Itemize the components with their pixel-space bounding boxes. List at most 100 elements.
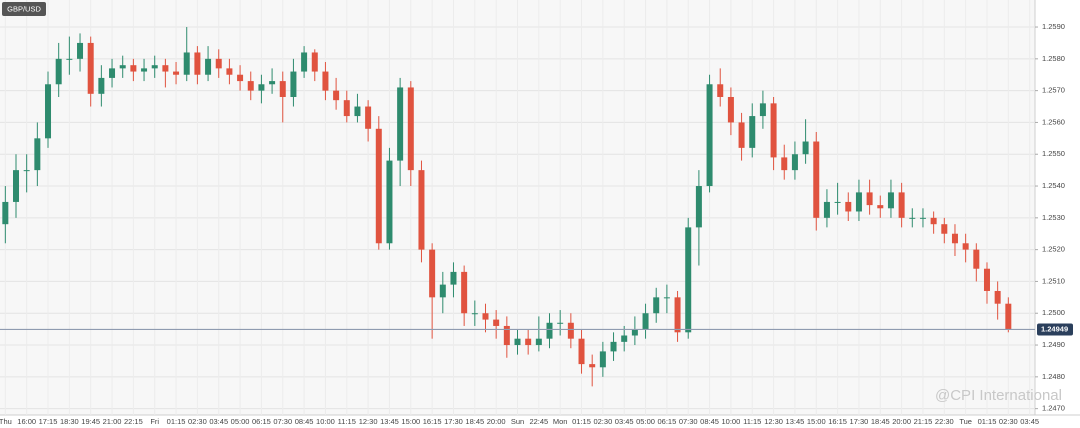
candle-body bbox=[34, 138, 41, 171]
x-tick-label: 16:00 bbox=[17, 417, 36, 426]
candle-body bbox=[290, 71, 297, 97]
y-tick-label: 1.2470 bbox=[1042, 404, 1065, 413]
candle-body bbox=[599, 351, 606, 368]
x-tick-label: 20:00 bbox=[487, 417, 506, 426]
x-tick-label: 10:00 bbox=[316, 417, 335, 426]
y-tick-label: 1.2500 bbox=[1042, 308, 1065, 317]
candle-body bbox=[322, 71, 329, 91]
symbol-label: GBP/USD bbox=[7, 4, 41, 13]
candle-body bbox=[1005, 303, 1012, 330]
candle-body bbox=[173, 71, 180, 75]
y-tick-label: 1.2480 bbox=[1042, 372, 1065, 381]
x-tick-label: 20:00 bbox=[892, 417, 911, 426]
candle-body bbox=[98, 77, 105, 94]
candle-body bbox=[269, 81, 276, 85]
candle-body bbox=[87, 42, 94, 94]
x-tick-label: 05:00 bbox=[231, 417, 250, 426]
candle-body bbox=[55, 58, 62, 85]
x-tick-label: 03:45 bbox=[209, 417, 228, 426]
x-tick-label: Sun bbox=[511, 417, 524, 426]
x-tick-label: 17:30 bbox=[850, 417, 869, 426]
candle-body bbox=[237, 74, 244, 82]
candle-body bbox=[397, 87, 404, 161]
candle-body bbox=[898, 192, 905, 218]
candle-body bbox=[247, 81, 254, 91]
candle-body bbox=[631, 329, 638, 336]
candle-body bbox=[205, 58, 212, 75]
x-tick-label: 06:15 bbox=[252, 417, 271, 426]
candle-body bbox=[535, 338, 542, 346]
candle-body bbox=[546, 322, 553, 339]
candle-body bbox=[749, 116, 756, 148]
axes: 1.2470 1.2480 1.2490 1.2500 1.2510 1.2520 1.25… bbox=[0, 22, 1073, 426]
candle-body bbox=[183, 52, 190, 75]
x-tick-label: 22:15 bbox=[124, 417, 143, 426]
y-tick-label: 1.2580 bbox=[1042, 54, 1065, 63]
x-tick-label: 06:15 bbox=[657, 417, 676, 426]
x-tick-label: 21:15 bbox=[914, 417, 933, 426]
candle-body bbox=[279, 81, 286, 97]
x-tick-label: 15:00 bbox=[401, 417, 420, 426]
watermark: @CPI International bbox=[935, 387, 1062, 404]
candle-body bbox=[695, 186, 702, 228]
candle-body bbox=[866, 192, 873, 206]
candle-body bbox=[855, 192, 862, 212]
x-tick-label: 17:30 bbox=[444, 417, 463, 426]
x-tick-label: 13:45 bbox=[380, 417, 399, 426]
x-tick-label: Thu bbox=[0, 417, 12, 426]
candle-body bbox=[407, 87, 414, 171]
x-tick-label: 02:30 bbox=[593, 417, 612, 426]
candle-body bbox=[439, 284, 446, 298]
candle-body bbox=[386, 160, 393, 244]
x-tick-label: 12:30 bbox=[764, 417, 783, 426]
candle-body bbox=[951, 233, 958, 244]
x-tick-label: 05:00 bbox=[636, 417, 655, 426]
candle-body bbox=[194, 52, 201, 75]
candle-body bbox=[983, 268, 990, 291]
candle-body bbox=[610, 341, 617, 352]
candle-body bbox=[66, 58, 73, 60]
candle-body bbox=[215, 58, 222, 69]
candle-body bbox=[162, 65, 169, 72]
x-tick-label: 18:45 bbox=[465, 417, 484, 426]
x-tick-label: 17:15 bbox=[39, 417, 58, 426]
candle-body bbox=[13, 170, 20, 202]
y-tick-label: 1.2570 bbox=[1042, 86, 1065, 95]
x-tick-label: 11:15 bbox=[338, 417, 356, 426]
candle-body bbox=[418, 170, 425, 250]
x-tick-label: 10:00 bbox=[722, 417, 741, 426]
candle-body bbox=[823, 201, 830, 218]
symbol-badge bbox=[2, 2, 46, 16]
x-tick-label: 03:45 bbox=[615, 417, 634, 426]
candle-body bbox=[642, 313, 649, 330]
x-tick-label: 18:30 bbox=[60, 417, 79, 426]
y-tick-label: 1.2510 bbox=[1042, 276, 1065, 285]
candle-body bbox=[354, 106, 361, 117]
candle-body bbox=[461, 271, 468, 314]
candle-body bbox=[621, 335, 628, 342]
candle-body bbox=[887, 192, 894, 209]
candle-body bbox=[589, 364, 596, 368]
x-tick-label: 18:45 bbox=[871, 417, 890, 426]
x-tick-label: 22:45 bbox=[529, 417, 548, 426]
x-tick-label: 16:15 bbox=[828, 417, 847, 426]
candle-body bbox=[663, 297, 670, 299]
candles bbox=[0, 27, 1035, 387]
x-tick-label: 12:30 bbox=[359, 417, 378, 426]
candle-body bbox=[525, 338, 532, 346]
candle-body bbox=[343, 100, 350, 117]
y-tick-label: 1.2530 bbox=[1042, 213, 1065, 222]
candle-body bbox=[119, 65, 126, 69]
candle-body bbox=[845, 201, 852, 212]
candle-body bbox=[930, 217, 937, 225]
x-tick-label: 08:45 bbox=[295, 417, 314, 426]
candle-body bbox=[706, 84, 713, 187]
last-price-label: 1.24949 bbox=[1041, 324, 1068, 333]
y-tick-label: 1.2560 bbox=[1042, 117, 1065, 126]
x-tick-label: 21:00 bbox=[103, 417, 122, 426]
candle-body bbox=[365, 106, 372, 129]
last-price-badge bbox=[1037, 323, 1073, 336]
candle-body bbox=[567, 322, 574, 339]
candle-body bbox=[471, 313, 478, 315]
candle-body bbox=[375, 128, 382, 244]
